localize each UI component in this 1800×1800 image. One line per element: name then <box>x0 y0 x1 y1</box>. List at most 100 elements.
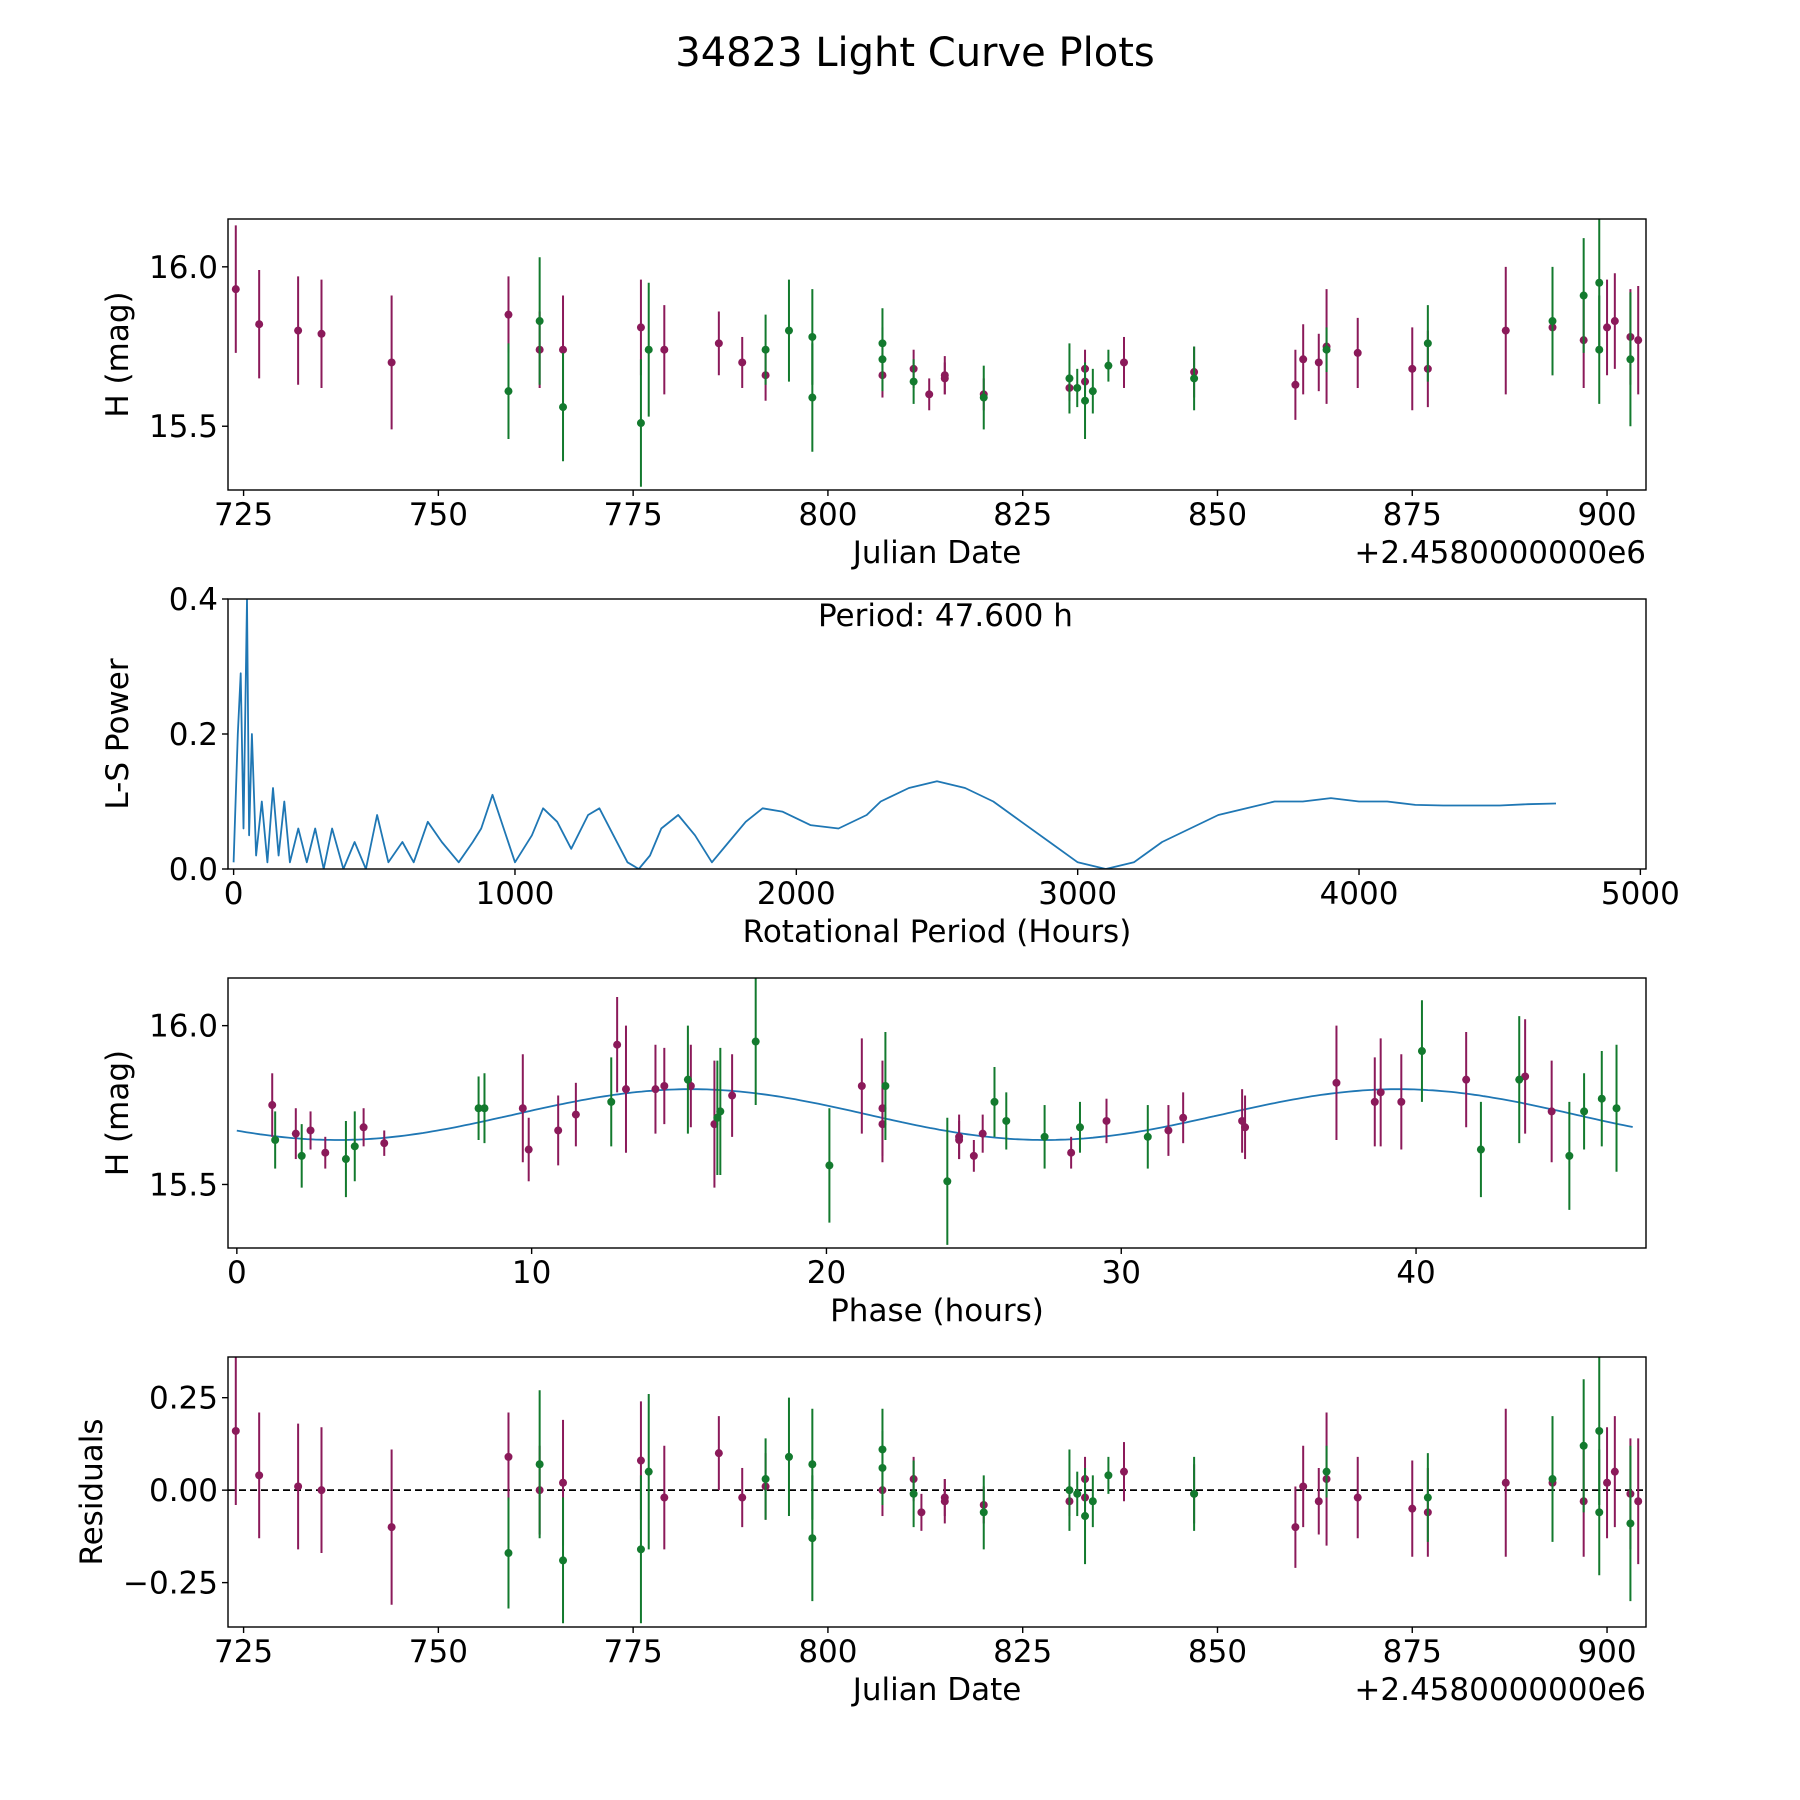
data-point <box>784 1452 793 1461</box>
data-point <box>636 1545 645 1554</box>
data-point <box>738 1493 747 1502</box>
data-point <box>559 1478 568 1487</box>
data-point <box>1322 1467 1331 1476</box>
y-tick-label: 0.2 <box>169 717 218 753</box>
data-point <box>969 1151 978 1160</box>
x-tick-label: 875 <box>1383 497 1442 533</box>
series-filter_b <box>271 978 1621 1245</box>
data-point <box>1353 348 1362 357</box>
data-point <box>644 1467 653 1476</box>
data-point <box>857 1082 866 1090</box>
data-point <box>518 1104 527 1113</box>
y-axis-label: Residuals <box>74 1418 110 1565</box>
data-point <box>387 1523 396 1532</box>
data-point <box>297 1151 306 1160</box>
data-point <box>1462 1075 1471 1084</box>
data-point <box>1067 1148 1076 1157</box>
data-point <box>474 1104 483 1113</box>
data-point <box>738 358 747 367</box>
x-tick-label: 750 <box>409 1634 468 1670</box>
data-point <box>728 1091 737 1100</box>
series-filter_b <box>504 219 1635 487</box>
data-point <box>881 1082 890 1090</box>
data-point <box>1423 1493 1432 1502</box>
x-tick-label: 825 <box>993 497 1052 533</box>
x-tick-label: 900 <box>1577 1634 1636 1670</box>
data-point <box>1104 361 1113 370</box>
data-point <box>621 1085 630 1094</box>
data-point <box>784 326 793 335</box>
data-point <box>341 1155 350 1164</box>
data-point <box>1565 1151 1574 1160</box>
x-tick-label: 750 <box>409 497 468 533</box>
data-point <box>1241 1123 1250 1132</box>
data-point <box>925 390 934 399</box>
axes-frame <box>227 1356 1647 1628</box>
data-point <box>1376 1088 1385 1097</box>
x-tick-label: 10 <box>512 1255 551 1291</box>
data-point <box>979 1508 988 1517</box>
data-point <box>1397 1097 1406 1106</box>
data-point <box>294 326 303 335</box>
data-point <box>1081 1512 1090 1521</box>
data-point <box>1548 317 1557 326</box>
data-point <box>1119 358 1128 367</box>
data-point <box>317 1486 326 1495</box>
data-point <box>231 285 240 294</box>
data-point <box>1634 1497 1643 1506</box>
data-point <box>808 393 817 402</box>
data-point <box>1476 1145 1485 1154</box>
series-filter_a <box>268 997 1556 1188</box>
data-point <box>940 1493 949 1502</box>
data-point <box>1073 1489 1082 1498</box>
data-point <box>504 1452 513 1461</box>
data-point <box>535 1460 544 1469</box>
x-tick-label: 0 <box>224 876 244 912</box>
axes-frame <box>227 218 1647 491</box>
data-point <box>761 1475 770 1484</box>
data-point <box>1075 1123 1084 1132</box>
x-tick-label: 800 <box>798 1634 857 1670</box>
x-tick-label: 3000 <box>1038 876 1117 912</box>
data-point <box>1002 1116 1011 1125</box>
data-point <box>644 345 653 354</box>
x-tick-label: 800 <box>798 497 857 533</box>
data-point <box>1408 364 1417 373</box>
data-point <box>350 1142 359 1151</box>
axes-frame <box>227 977 1647 1249</box>
data-point <box>660 1082 669 1090</box>
data-point <box>480 1104 489 1113</box>
data-point <box>1408 1504 1417 1513</box>
x-offset-label: +2.4580000000e6 <box>1354 1672 1646 1708</box>
y-tick-label: 0.4 <box>169 582 218 618</box>
x-tick-label: 825 <box>993 1634 1052 1670</box>
data-point <box>1299 1482 1308 1491</box>
data-point <box>1501 1478 1510 1487</box>
data-point <box>1370 1097 1379 1106</box>
phased-lightcurve-panel: 0 10 20 30 40 16.0 15.5 Phase (hours) H (mag) <box>100 977 1647 1329</box>
data-point <box>1088 387 1097 396</box>
lightcurve-panel: 725 750 775 800 825 850 875 900 16.0 15.5 Julian D… <box>100 218 1647 571</box>
data-point <box>559 345 568 354</box>
x-tick-label: 20 <box>807 1255 846 1291</box>
data-point <box>1595 278 1604 287</box>
data-point <box>613 1040 622 1049</box>
data-point <box>255 320 264 329</box>
data-point <box>1580 1107 1589 1116</box>
data-point <box>990 1097 999 1106</box>
data-point <box>878 355 887 364</box>
data-point <box>559 1556 568 1565</box>
x-axis-label: Rotational Period (Hours) <box>743 914 1132 950</box>
series-filter_b <box>504 1357 1635 1624</box>
data-point <box>268 1101 277 1110</box>
y-tick-label: 0.0 <box>169 852 218 888</box>
data-point <box>943 1177 952 1186</box>
data-point <box>808 332 817 341</box>
y-tick-label: 0.25 <box>149 1381 218 1417</box>
x-tick-label: 850 <box>1188 1634 1247 1670</box>
data-layer <box>231 219 1643 487</box>
data-point <box>1603 323 1612 332</box>
data-point <box>1291 380 1300 389</box>
data-point <box>1143 1132 1152 1141</box>
data-point <box>1423 339 1432 348</box>
